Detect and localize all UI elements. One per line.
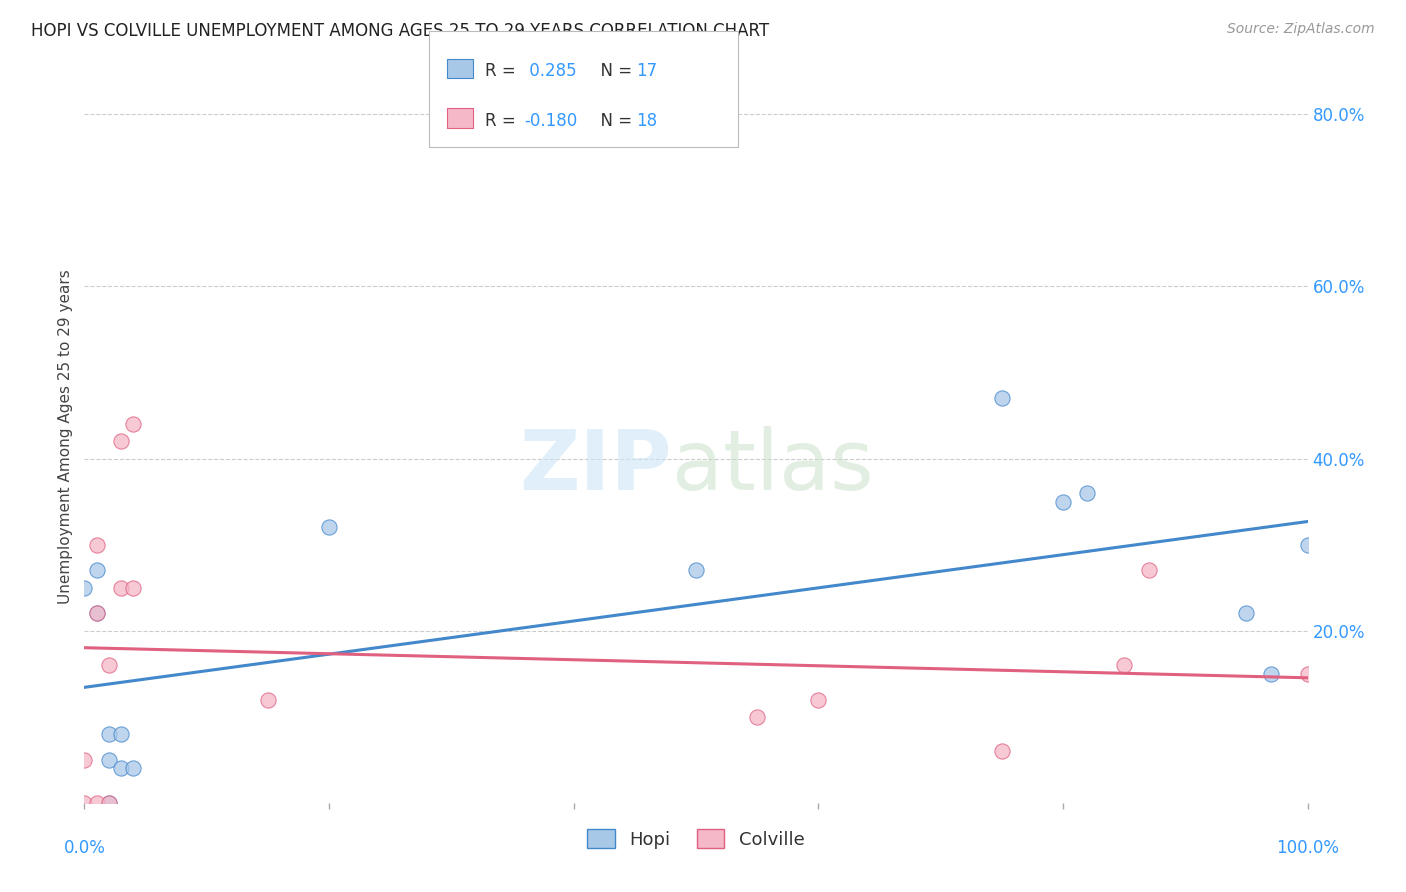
Point bbox=[86, 538, 108, 552]
Point bbox=[110, 434, 132, 449]
Text: 0.285: 0.285 bbox=[524, 62, 576, 80]
Point bbox=[1296, 538, 1319, 552]
Text: R =: R = bbox=[485, 112, 520, 129]
Point bbox=[97, 753, 120, 767]
Point bbox=[86, 796, 108, 810]
Text: ZIP: ZIP bbox=[519, 425, 672, 507]
Text: 18: 18 bbox=[637, 112, 658, 129]
Point bbox=[86, 607, 108, 621]
Point bbox=[86, 564, 108, 578]
Point bbox=[257, 692, 280, 706]
Point bbox=[122, 581, 145, 595]
Point bbox=[73, 581, 96, 595]
Y-axis label: Unemployment Among Ages 25 to 29 years: Unemployment Among Ages 25 to 29 years bbox=[58, 269, 73, 605]
Point bbox=[122, 761, 145, 775]
Point bbox=[1296, 666, 1319, 681]
Text: 100.0%: 100.0% bbox=[1277, 839, 1339, 857]
Point bbox=[110, 727, 132, 741]
Point bbox=[97, 658, 120, 673]
Point bbox=[97, 727, 120, 741]
Text: Source: ZipAtlas.com: Source: ZipAtlas.com bbox=[1227, 22, 1375, 37]
Text: HOPI VS COLVILLE UNEMPLOYMENT AMONG AGES 25 TO 29 YEARS CORRELATION CHART: HOPI VS COLVILLE UNEMPLOYMENT AMONG AGES… bbox=[31, 22, 769, 40]
Text: N =: N = bbox=[591, 112, 637, 129]
Text: 0.0%: 0.0% bbox=[63, 839, 105, 857]
Point bbox=[807, 692, 830, 706]
Point bbox=[73, 796, 96, 810]
Point bbox=[318, 520, 340, 534]
Point bbox=[747, 710, 769, 724]
Point bbox=[991, 392, 1014, 406]
Point bbox=[110, 761, 132, 775]
Point bbox=[1052, 494, 1074, 508]
Point bbox=[110, 581, 132, 595]
Point bbox=[685, 564, 707, 578]
Point bbox=[97, 796, 120, 810]
Text: -0.180: -0.180 bbox=[524, 112, 578, 129]
Point bbox=[1260, 666, 1282, 681]
Point bbox=[1076, 486, 1098, 500]
Point bbox=[1114, 658, 1136, 673]
Text: R =: R = bbox=[485, 62, 520, 80]
Text: 17: 17 bbox=[637, 62, 658, 80]
Point bbox=[97, 796, 120, 810]
Point bbox=[1236, 607, 1258, 621]
Point bbox=[991, 744, 1014, 758]
Text: atlas: atlas bbox=[672, 425, 873, 507]
Point bbox=[86, 607, 108, 621]
Point bbox=[73, 753, 96, 767]
Point bbox=[122, 417, 145, 432]
Legend: Hopi, Colville: Hopi, Colville bbox=[581, 822, 811, 856]
Point bbox=[1137, 564, 1160, 578]
Text: N =: N = bbox=[591, 62, 637, 80]
